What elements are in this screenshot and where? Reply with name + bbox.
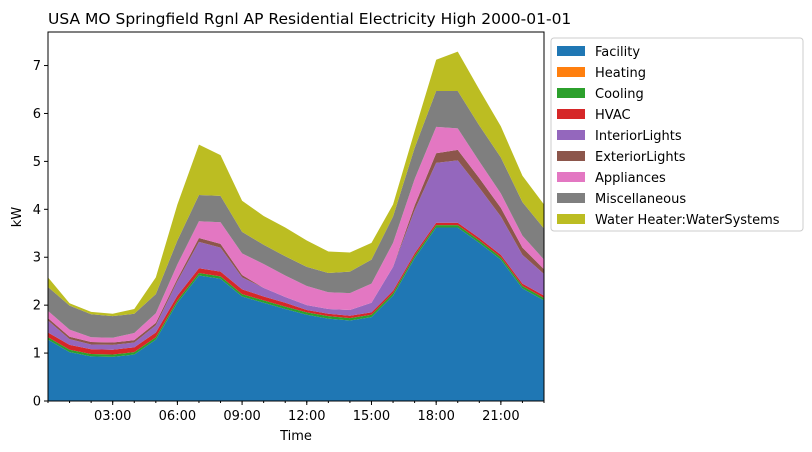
- legend-label: Heating: [595, 66, 646, 81]
- axes: 0 1 2 3 4 5 6 7 03:00 06:00 09:00 12:00 15:00 18:00 21…: [33, 31, 545, 424]
- area-appliances: [48, 126, 544, 343]
- y-tick-label: 0: [33, 395, 41, 410]
- legend-swatch: [557, 214, 585, 224]
- legend-label: Facility: [595, 45, 640, 60]
- legend-label: Water Heater:WaterSystems: [595, 213, 780, 228]
- legend-swatch: [557, 67, 585, 77]
- stacked-areas: [48, 51, 544, 401]
- x-tick-label: 06:00: [159, 409, 196, 424]
- chart-title: USA MO Springfield Rgnl AP Residential E…: [48, 10, 571, 28]
- legend-swatch: [557, 151, 585, 161]
- legend: Facility Heating Cooling HVAC InteriorLights…: [550, 37, 804, 232]
- y-tick-label: 7: [33, 59, 41, 74]
- legend-box: [550, 37, 804, 232]
- legend-swatch: [557, 109, 585, 119]
- x-tick-label: 03:00: [94, 409, 131, 424]
- legend-label: ExteriorLights: [595, 150, 686, 165]
- y-tick-label: 2: [33, 299, 41, 314]
- area-miscellaneous: [48, 90, 544, 338]
- legend-swatch: [557, 193, 585, 203]
- legend-label: Cooling: [595, 87, 644, 102]
- x-tick-label: 21:00: [482, 409, 519, 424]
- legend-swatch: [557, 172, 585, 182]
- legend-swatch: [557, 130, 585, 140]
- x-tick-label: 12:00: [288, 409, 325, 424]
- legend-label: Appliances: [595, 171, 666, 186]
- x-axis-title: Time: [279, 429, 312, 444]
- area-interiorlights: [48, 160, 544, 350]
- plot-frame: [47, 31, 545, 402]
- area-water-heater-watersystems: [48, 51, 544, 317]
- y-tick-label: 1: [33, 347, 41, 362]
- y-tick-label: 5: [33, 155, 41, 170]
- y-axis-title: kW: [10, 207, 25, 228]
- legend-swatch: [557, 88, 585, 98]
- legend-label: Miscellaneous: [595, 192, 686, 207]
- y-tick-label: 3: [33, 251, 41, 266]
- area-facility: [48, 227, 544, 401]
- legend-label: InteriorLights: [595, 129, 682, 144]
- legend-swatch: [557, 46, 585, 56]
- y-tick-label: 4: [33, 203, 41, 218]
- y-tick-label: 6: [33, 107, 41, 122]
- x-tick-label: 15:00: [353, 409, 390, 424]
- legend-label: HVAC: [595, 108, 631, 123]
- x-tick-label: 09:00: [223, 409, 260, 424]
- x-tick-label: 18:00: [417, 409, 454, 424]
